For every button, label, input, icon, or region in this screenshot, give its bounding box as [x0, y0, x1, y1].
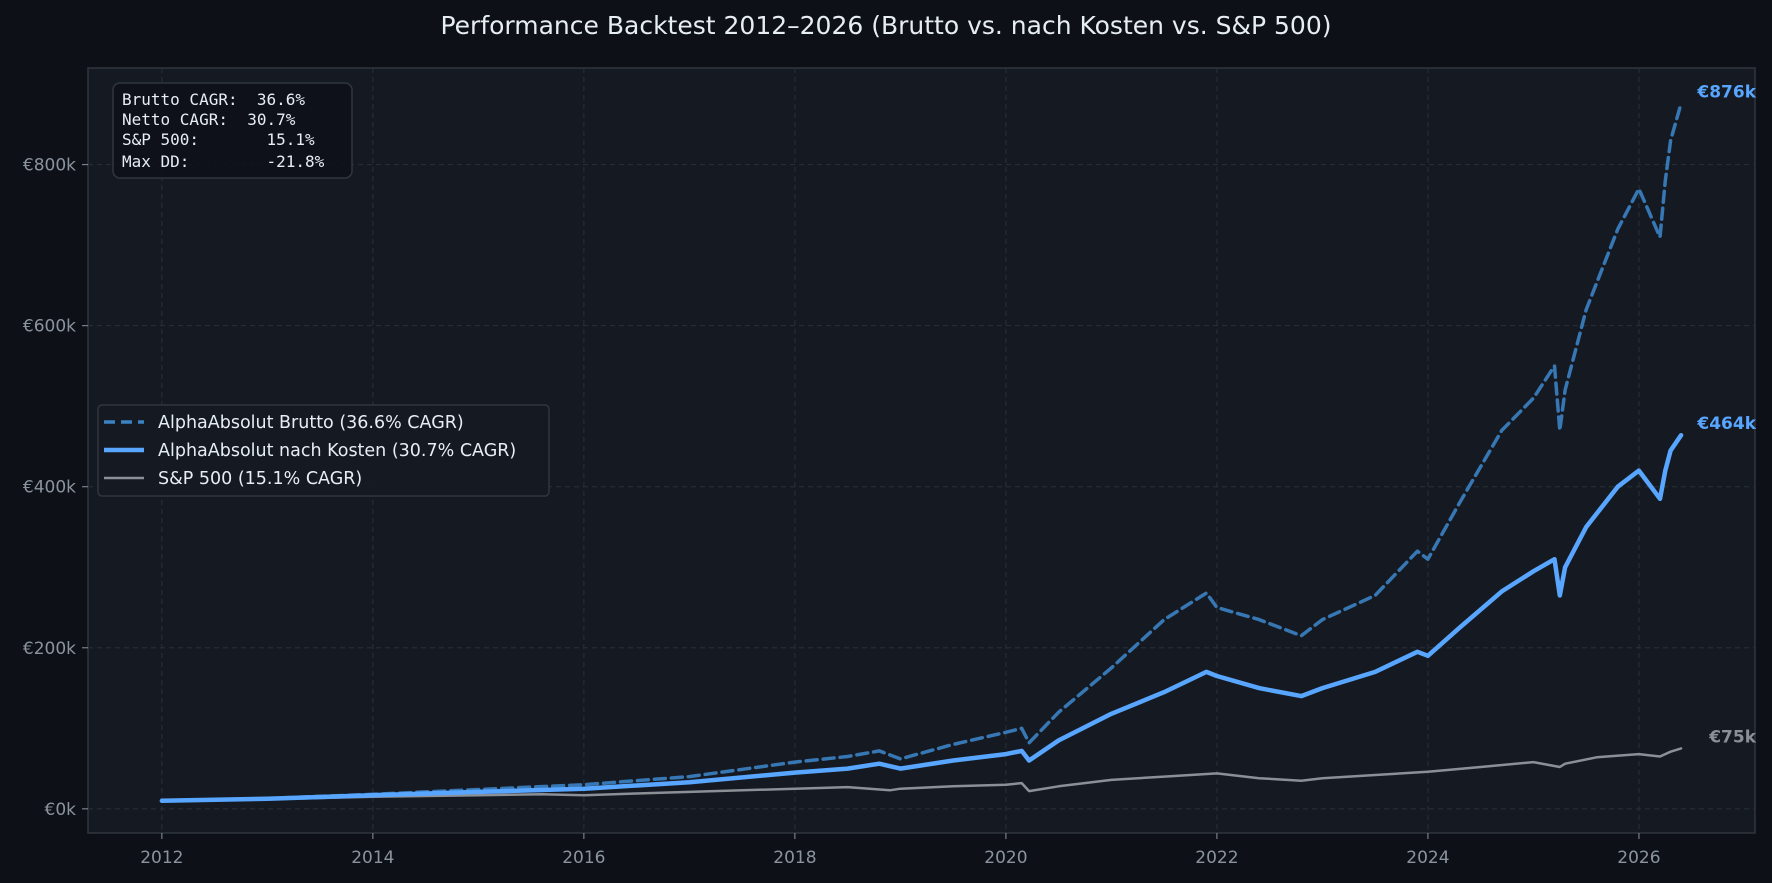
x-tick-label-2026: 2026 [1617, 848, 1660, 868]
x-tick-label-2024: 2024 [1406, 848, 1449, 868]
stats-box-frame [112, 82, 353, 179]
stats-line-maxdd: Max DD: -21.8% [122, 152, 325, 171]
x-tick-label-2022: 2022 [1195, 848, 1238, 868]
y-tick-label-1: €200k [23, 639, 76, 659]
legend-label-sp500: S&P 500 (15.1% CAGR) [158, 469, 362, 489]
y-tick-label-3: €600k [23, 317, 76, 337]
end-labels: €876k €464k €75k [1696, 82, 1756, 747]
legend-label-brutto: AlphaAbsolut Brutto (36.6% CAGR) [158, 413, 464, 433]
x-tick-label-2014: 2014 [351, 848, 394, 868]
end-label-netto: €464k [1696, 414, 1756, 434]
y-tick-label-0: €0k [45, 800, 77, 820]
legend: AlphaAbsolut Brutto (36.6% CAGR) AlphaAb… [97, 404, 550, 497]
legend-frame [97, 404, 550, 497]
stats-box: Brutto CAGR: 36.6% Netto CAGR: 30.7% S&P… [112, 82, 353, 179]
y-tick-label-4: €800k [23, 156, 76, 176]
stats-line-brutto: Brutto CAGR: 36.6% [122, 90, 305, 109]
y-tick-label-2: €400k [23, 478, 76, 498]
end-label-brutto: €876k [1696, 82, 1756, 102]
series-line-brutto [160, 101, 1683, 803]
chart-title: Performance Backtest 2012–2026 (Brutto v… [440, 11, 1331, 40]
x-tick-label-2018: 2018 [773, 848, 816, 868]
stats-line-netto: Netto CAGR: 30.7% [122, 110, 296, 129]
x-axis: 2012 2014 2016 2018 2020 2022 2024 2026 [140, 833, 1661, 868]
y-axis: €0k €200k €400k €600k €800k [23, 156, 88, 820]
stats-line-sp500: S&P 500: 15.1% [122, 130, 315, 149]
series-group [159, 101, 1684, 804]
x-tick-label-2016: 2016 [562, 848, 605, 868]
x-tick-label-2020: 2020 [984, 848, 1027, 868]
series-line-netto [159, 432, 1684, 804]
legend-label-netto: AlphaAbsolut nach Kosten (30.7% CAGR) [158, 441, 516, 461]
end-label-sp500: €75k [1708, 727, 1756, 747]
x-tick-label-2012: 2012 [140, 848, 183, 868]
series-line-sp500 [160, 747, 1683, 803]
